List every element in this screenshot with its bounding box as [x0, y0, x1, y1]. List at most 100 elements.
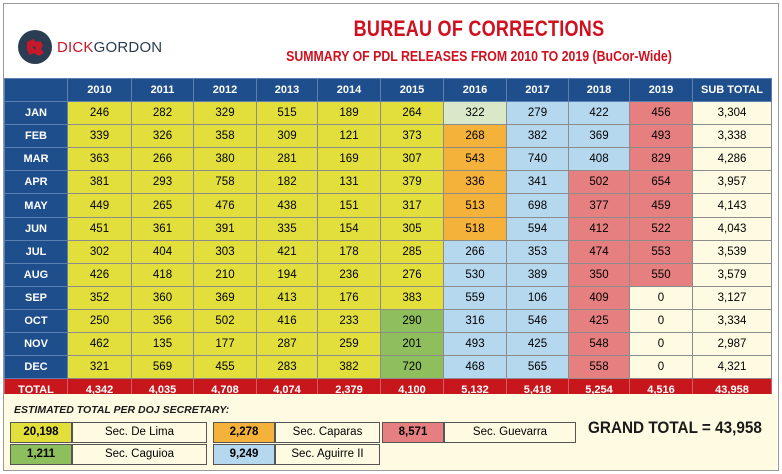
legend-guevarra-value: 8,571 [382, 422, 444, 443]
table-cell: 154 [317, 216, 381, 241]
table-cell: 421 [256, 239, 318, 264]
table-row: MAR 363 266 380 281 169 307 543 740 408 829 4,286 [4, 147, 772, 172]
table-cell: 339 [67, 124, 132, 149]
table-row: JAN 246 282 329 515 189 264 322 279 422 456 3,304 [4, 101, 772, 126]
table-cell: 268 [443, 124, 507, 149]
table-row: JUN 451 361 391 335 154 305 518 594 412 522 4,043 [4, 216, 772, 241]
column-header: 2014 [317, 77, 381, 103]
table-cell: 335 [256, 216, 318, 241]
report-frame: DICKGORDON BUREAU OF CORRECTIONS SUMMARY… [3, 3, 779, 471]
table-row: APR 381 293 758 182 131 379 336 341 502 654 3,957 [4, 170, 772, 195]
subtotal-cell: 3,334 [692, 308, 772, 334]
table-cell: 176 [317, 285, 381, 310]
table-cell: 459 [629, 193, 693, 218]
table-cell: 194 [256, 262, 318, 287]
column-header: 2010 [67, 77, 132, 103]
table-cell: 259 [317, 332, 381, 357]
grand-total: GRAND TOTAL = 43,958 [588, 418, 762, 437]
table-cell: 358 [193, 124, 257, 149]
table-cell: 425 [568, 308, 630, 334]
legend-caguioa-name: Sec. Caguioa [72, 444, 207, 465]
table-cell: 720 [380, 355, 444, 380]
table-cell: 302 [67, 239, 132, 264]
table-cell: 404 [131, 239, 194, 264]
table-cell: 131 [317, 170, 381, 195]
table-row: SEP 352 360 369 413 176 383 559 106 409 0 3,127 [4, 285, 772, 310]
table-row: FEB 339 326 358 309 121 373 268 382 369 493 3,338 [4, 124, 772, 149]
subtotal-cell: 3,539 [692, 239, 772, 264]
table-cell: 0 [629, 308, 693, 334]
legend-title: ESTIMATED TOTAL PER DOJ SECRETARY: [14, 404, 230, 416]
table-cell: 361 [131, 216, 194, 241]
table-cell: 493 [629, 124, 693, 149]
table-cell: 565 [506, 355, 569, 380]
brand-name-part1: DICK [57, 38, 94, 56]
row-month-label: NOV [4, 332, 68, 357]
table-cell: 476 [193, 193, 257, 218]
brand-logo-mark [18, 30, 52, 64]
table-cell: 287 [256, 332, 318, 357]
table-cell: 305 [380, 216, 444, 241]
table-cell: 513 [443, 193, 507, 218]
table-cell: 276 [380, 262, 444, 287]
table-cell: 177 [193, 332, 257, 357]
table-cell: 322 [443, 101, 507, 126]
table-row: OCT 250 356 502 416 233 290 316 546 425 0 3,334 [4, 308, 772, 334]
table-cell: 279 [506, 101, 569, 126]
table-cell: 369 [568, 124, 630, 149]
row-month-label: MAY [4, 193, 68, 218]
table-cell: 379 [380, 170, 444, 195]
table-cell: 416 [256, 308, 318, 334]
releases-table: 2010 2011 2012 2013 2014 2015 2016 2017 2018 2019… [4, 77, 772, 402]
table-cell: 266 [443, 239, 507, 264]
legend-aguirre-name: Sec. Aguirre II [275, 444, 380, 465]
table-cell: 380 [193, 147, 257, 172]
table-cell: 515 [256, 101, 318, 126]
table-cell: 265 [131, 193, 194, 218]
table-cell: 543 [443, 147, 507, 172]
page-subtitle: SUMMARY OF PDL RELEASES FROM 2010 TO 201… [286, 49, 672, 65]
table-cell: 121 [317, 124, 381, 149]
table-cell: 698 [506, 193, 569, 218]
brand-logo-text: DICKGORDON [57, 39, 162, 56]
table-cell: 285 [380, 239, 444, 264]
subtotal-cell: 4,043 [692, 216, 772, 241]
column-header: 2019 [629, 77, 693, 103]
legend-caparas-value: 2,278 [213, 422, 275, 443]
subtotal-cell: 3,579 [692, 262, 772, 287]
table-cell: 468 [443, 355, 507, 380]
table-cell: 246 [67, 101, 132, 126]
legend-guevarra-name: Sec. Guevarra [444, 422, 576, 443]
table-cell: 336 [443, 170, 507, 195]
table-cell: 264 [380, 101, 444, 126]
row-month-label: JAN [4, 101, 68, 126]
row-month-label: MAR [4, 147, 68, 172]
table-cell: 382 [506, 124, 569, 149]
table-cell: 381 [67, 170, 132, 195]
brand-name-part2: GORDON [93, 38, 163, 56]
table-cell: 502 [193, 308, 257, 334]
table-cell: 382 [317, 355, 381, 380]
subtotal-cell: 2,987 [692, 332, 772, 357]
table-cell: 412 [568, 216, 630, 241]
table-cell: 550 [629, 262, 693, 287]
table-cell: 455 [193, 355, 257, 380]
column-header: 2017 [506, 77, 569, 103]
table-cell: 316 [443, 308, 507, 334]
table-cell: 281 [256, 147, 318, 172]
column-header: 2011 [131, 77, 194, 103]
row-month-label: OCT [4, 308, 68, 334]
table-cell: 282 [131, 101, 194, 126]
table-cell: 558 [568, 355, 630, 380]
table-row: NOV 462 135 177 287 259 201 493 425 548 0 2,987 [4, 332, 772, 357]
table-row: DEC 321 569 455 283 382 720 468 565 558 0 4,321 [4, 355, 772, 380]
table-cell: 474 [568, 239, 630, 264]
table-cell: 451 [67, 216, 132, 241]
table-cell: 293 [131, 170, 194, 195]
table-cell: 329 [193, 101, 257, 126]
table-cell: 350 [568, 262, 630, 287]
row-month-label: JUN [4, 216, 68, 241]
table-cell: 518 [443, 216, 507, 241]
column-header: 2013 [256, 77, 318, 103]
table-cell: 548 [568, 332, 630, 357]
